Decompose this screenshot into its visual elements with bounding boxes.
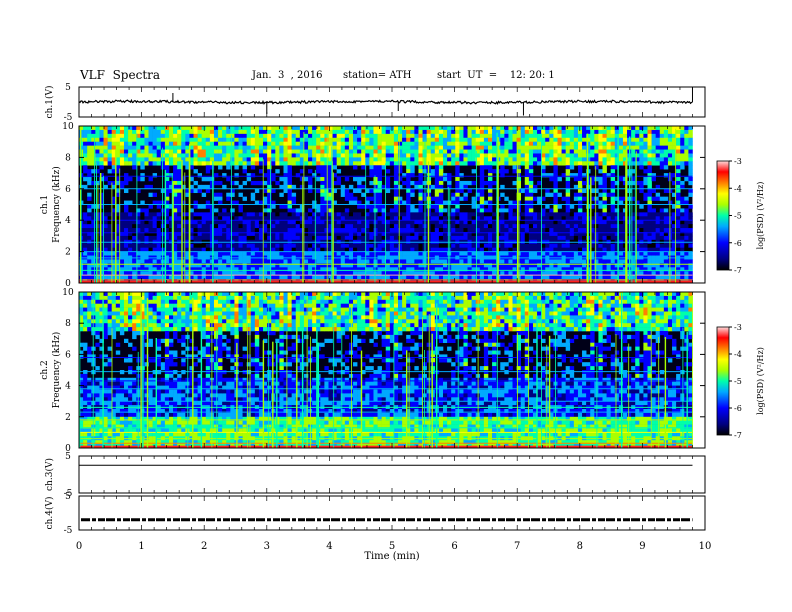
x-tick-label: 8 — [577, 541, 583, 552]
y-tick-label: 8 — [65, 319, 71, 329]
x-tick-label: 0 — [76, 541, 82, 552]
x-tick-label: 5 — [389, 541, 395, 552]
x-tick-label: 4 — [326, 541, 332, 552]
station-label: station= ATH — [343, 70, 412, 81]
ch1-spectrogram-ylabel: ch.1 — [40, 195, 50, 214]
x-tick-label: 2 — [201, 541, 207, 552]
colorbar-tick-label: -4 — [734, 184, 742, 193]
x-tick-label: 3 — [264, 541, 270, 552]
spectrogram-cells — [79, 126, 693, 284]
y-tick-label: 6 — [65, 350, 71, 360]
y-tick-label: 0 — [65, 279, 71, 289]
x-tick-label: 1 — [138, 541, 144, 552]
colorbar-tick-label: -5 — [734, 212, 742, 221]
colorbar-tick-label: -3 — [734, 157, 742, 166]
spectrogram-cells — [79, 292, 693, 449]
y-tick-label: 5 — [65, 452, 71, 462]
ch2-spectrogram-ylabel: ch.2 — [40, 360, 50, 379]
colorbar-tick-label: -4 — [734, 350, 742, 359]
colorbar-tick-label: -6 — [734, 239, 742, 248]
ch4-waveform-frame — [78, 495, 706, 531]
chart-title: VLF Spectra — [80, 68, 161, 82]
y-tick-label: 2 — [65, 413, 71, 423]
colorbar-label: log(PSD) (V²/Hz) — [756, 182, 765, 250]
y-tick-label: -5 — [64, 113, 73, 123]
low-freq-band — [79, 445, 693, 449]
x-tick-label: 6 — [451, 541, 457, 552]
ch3-waveform-frame — [78, 455, 706, 494]
y-tick-label: 2 — [65, 248, 71, 258]
start-time-label: start UT = 12: 20: 1 — [437, 70, 555, 81]
ch1-spectrogram-ylabel: Frequency (kHz) — [51, 166, 62, 243]
colorbar-tick-label: -5 — [734, 377, 742, 386]
y-tick-label: 10 — [62, 122, 74, 132]
y-tick-label: 5 — [65, 492, 71, 502]
ch4-waveform-ylabel: ch.4(V) — [44, 497, 55, 530]
y-tick-label: 5 — [65, 83, 71, 93]
colorbar-tick-label: -6 — [734, 404, 742, 413]
ch2-spectrogram-ylabel: Frequency (kHz) — [51, 332, 62, 409]
y-tick-label: 6 — [65, 185, 71, 195]
y-tick-label: 10 — [62, 288, 74, 298]
ch1-trace — [78, 98, 693, 106]
x-tick-label: 10 — [699, 541, 712, 552]
colorbar-label: log(PSD) (V²/Hz) — [756, 347, 765, 415]
colorbar-tick-label: -7 — [734, 266, 742, 275]
ch3-waveform-ylabel: ch.3(V) — [44, 458, 55, 491]
y-tick-label: -5 — [64, 489, 73, 499]
y-tick-label: 0 — [65, 444, 71, 454]
colorbar — [716, 160, 730, 271]
colorbar-tick-label: -3 — [734, 323, 742, 332]
colorbar — [716, 326, 730, 436]
y-tick-label: -5 — [64, 526, 73, 536]
x-tick-label: 9 — [639, 541, 645, 552]
y-tick-label: 4 — [65, 216, 71, 226]
x-axis-label: Time (min) — [364, 551, 419, 562]
date-label: Jan. 3 , 2016 — [252, 70, 323, 81]
y-tick-label: 8 — [65, 153, 71, 163]
colorbar-tick-label: -7 — [734, 431, 742, 440]
ch1-waveform-ylabel: ch.1(V) — [44, 86, 55, 119]
x-tick-label: 7 — [514, 541, 520, 552]
y-tick-label: 4 — [65, 382, 71, 392]
